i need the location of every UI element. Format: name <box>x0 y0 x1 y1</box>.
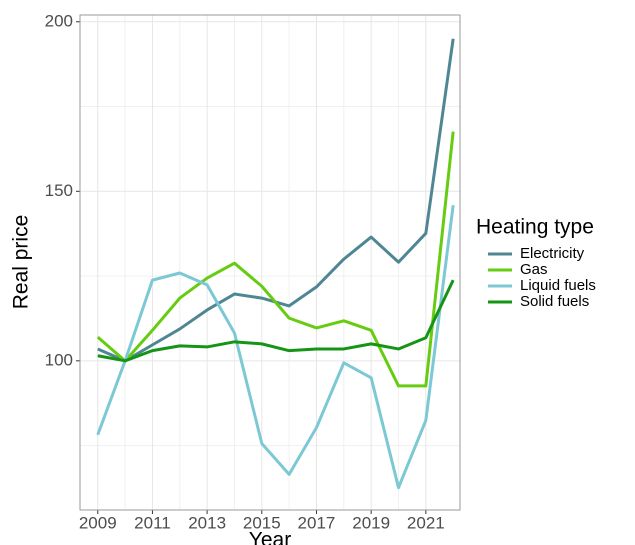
x-tick-label: 2021 <box>407 513 445 532</box>
y-tick-label: 200 <box>45 11 73 30</box>
y-tick-label: 100 <box>45 350 73 369</box>
legend-label: Liquid fuels <box>520 277 596 294</box>
legend-label: Gas <box>520 261 548 278</box>
x-tick-label: 2015 <box>243 513 281 532</box>
x-axis-label: Year <box>249 529 291 545</box>
x-tick-label: 2019 <box>352 513 390 532</box>
y-axis-label: Real price <box>10 215 33 310</box>
plot-border <box>79 14 461 511</box>
series-line <box>97 279 455 363</box>
legend-label: Electricity <box>520 245 585 262</box>
x-tick-label: 2017 <box>298 513 336 532</box>
legend-title: Heating type <box>476 216 594 239</box>
series-line <box>97 38 455 363</box>
series-line <box>96 205 455 490</box>
x-tick-label: 2011 <box>134 513 171 532</box>
series-line <box>96 131 455 388</box>
x-tick-label: 2013 <box>188 513 226 532</box>
y-tick-label: 150 <box>45 181 73 200</box>
legend-label: Solid fuels <box>520 293 589 310</box>
x-tick-label: 2009 <box>79 513 117 532</box>
